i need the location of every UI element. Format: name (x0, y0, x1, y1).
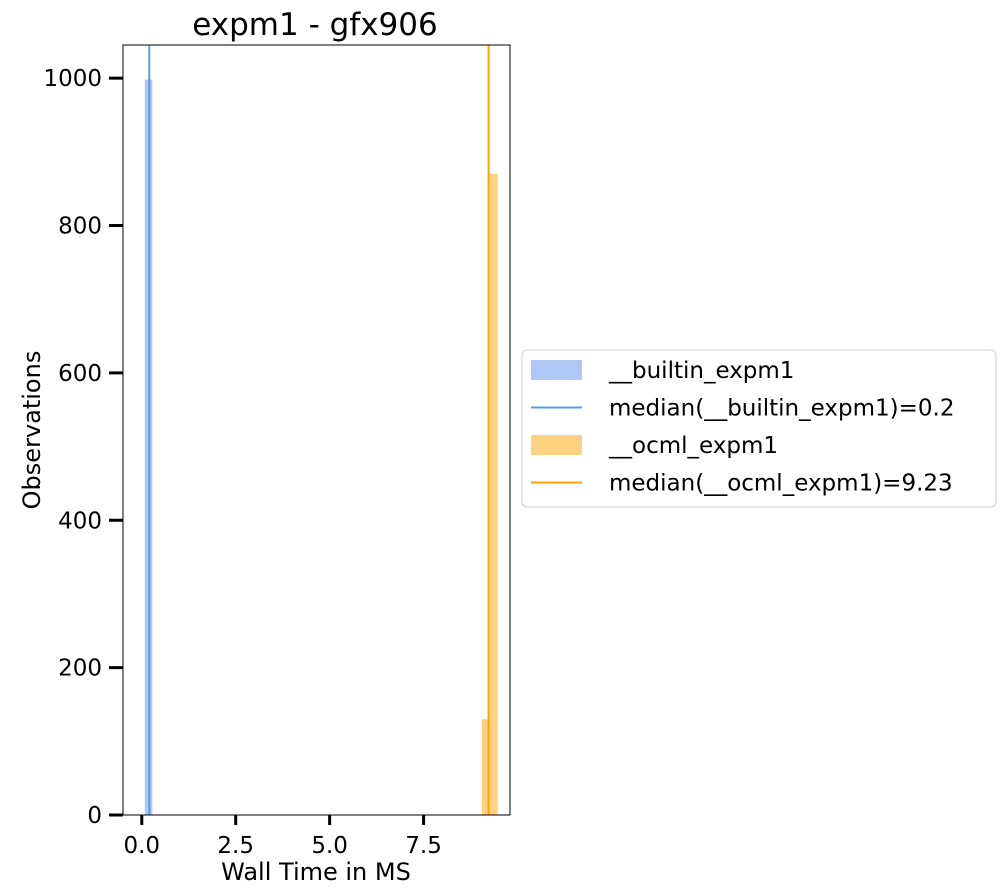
x-tick-label: 7.5 (405, 833, 442, 859)
x-tick-label: 0.0 (123, 833, 160, 859)
legend-label-1: __builtin_expm1 (608, 358, 794, 384)
histogram-bar-2-2 (489, 173, 498, 815)
plot-area-frame (122, 44, 511, 816)
y-axis-label: Observations (18, 351, 46, 510)
legend-swatch-1 (531, 360, 582, 380)
legend: __builtin_expm1 median(__builtin_expm1)=0… (521, 349, 997, 508)
histogram-bar-2-1 (481, 719, 490, 815)
y-tick-label: 200 (58, 656, 102, 682)
legend-frame (521, 349, 997, 508)
y-tick-label: 1000 (43, 66, 102, 92)
x-axis-label: Wall Time in MS (221, 858, 411, 886)
legend-label-4: median(__ocml_expm1)=9.23 (609, 471, 953, 497)
legend-swatch-3 (531, 435, 582, 455)
y-tick-label: 800 (58, 214, 102, 240)
median-lines-layer (148, 45, 490, 815)
legend-label-3: __ocml_expm1 (608, 433, 778, 459)
y-tick-label: 400 (58, 508, 102, 534)
x-tick-label: 5.0 (311, 833, 348, 859)
bars-layer (144, 79, 498, 815)
legend-label-2: median(__builtin_expm1)=0.2 (609, 396, 954, 422)
x-axis-ticks: 0.0 2.5 5.0 7.5 (123, 815, 442, 859)
y-axis-ticks: 0 200 400 600 800 1000 (43, 66, 123, 829)
y-tick-label: 600 (58, 361, 102, 387)
chart-title: expm1 - gfx906 (192, 7, 437, 43)
y-tick-label: 0 (87, 803, 102, 829)
x-tick-label: 2.5 (217, 833, 254, 859)
